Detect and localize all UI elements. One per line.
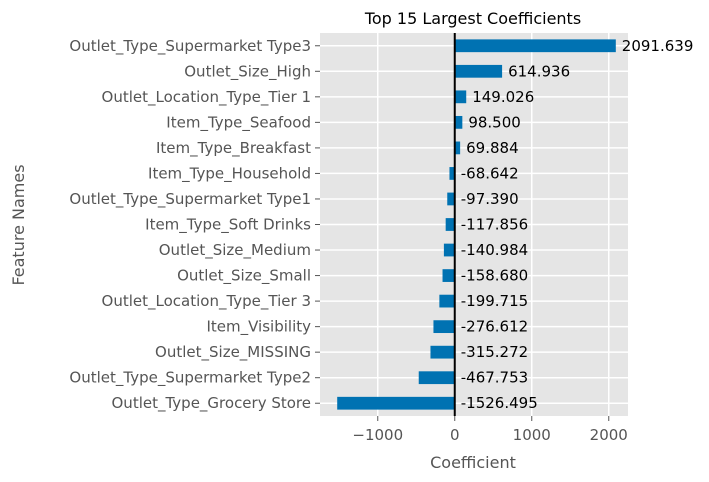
bar xyxy=(443,243,455,257)
y-tick-label: Outlet_Size_High xyxy=(184,62,311,81)
data-label: -140.984 xyxy=(461,241,528,259)
data-label: -1526.495 xyxy=(461,394,538,412)
y-tick-label: Outlet_Type_Supermarket Type3 xyxy=(69,37,311,56)
bar xyxy=(430,345,455,359)
bar xyxy=(454,115,463,129)
y-tick-label: Outlet_Location_Type_Tier 3 xyxy=(102,292,311,311)
x-axis-tick-labels: −1000 0 1000 2000 xyxy=(352,416,628,444)
y-tick-label: Outlet_Size_Small xyxy=(177,267,311,286)
data-label: -97.390 xyxy=(461,190,519,208)
y-tick-label: Item_Type_Seafood xyxy=(166,113,311,132)
data-label: -276.612 xyxy=(461,318,528,336)
data-label: 149.026 xyxy=(472,88,534,106)
data-label: -158.680 xyxy=(461,267,528,285)
y-tick-label: Item_Type_Breakfast xyxy=(156,139,311,158)
x-tick-label: −1000 xyxy=(352,426,403,444)
bar xyxy=(433,320,455,334)
bar xyxy=(454,90,467,104)
bar xyxy=(447,192,455,206)
y-tick-label: Outlet_Size_Medium xyxy=(159,241,311,260)
grid-lines xyxy=(320,33,628,416)
y-tick-label: Item_Visibility xyxy=(206,318,311,337)
y-tick-label: Outlet_Location_Type_Tier 1 xyxy=(102,88,311,107)
y-tick-label: Outlet_Type_Supermarket Type2 xyxy=(69,369,311,388)
y-axis-label: Feature Names xyxy=(9,164,28,285)
y-tick-label: Outlet_Type_Supermarket Type1 xyxy=(69,190,311,209)
data-label: -315.272 xyxy=(461,343,528,361)
x-tick-label: 1000 xyxy=(513,426,551,444)
data-label: 614.936 xyxy=(508,62,570,80)
x-tick-label: 0 xyxy=(450,426,460,444)
bars xyxy=(337,39,616,410)
bar xyxy=(445,218,455,231)
bar xyxy=(454,64,503,78)
data-label: -117.856 xyxy=(461,216,528,234)
y-tick-label: Item_Type_Soft Drinks xyxy=(145,216,311,235)
y-tick-label: Outlet_Size_MISSING xyxy=(155,343,311,362)
bar xyxy=(337,396,455,410)
x-tick-label: 2000 xyxy=(590,426,628,444)
y-tick-label: Outlet_Type_Grocery Store xyxy=(112,394,312,413)
bar xyxy=(439,294,455,308)
bar xyxy=(418,371,455,385)
x-axis-label: Coefficient xyxy=(430,453,516,472)
data-labels: 2091.639 614.936 149.026 98.500 69.884 -68.64… xyxy=(461,37,694,412)
data-label: -199.715 xyxy=(461,292,528,310)
data-label: 69.884 xyxy=(466,139,519,157)
bar xyxy=(454,39,616,53)
data-label: 98.500 xyxy=(468,113,520,131)
y-axis-tick-labels: Outlet_Type_Supermarket Type3 Outlet_Size… xyxy=(69,37,320,413)
data-label: 2091.639 xyxy=(622,37,694,55)
data-label: -467.753 xyxy=(461,369,528,387)
bar xyxy=(454,141,461,155)
data-label: -68.642 xyxy=(461,164,519,182)
bar xyxy=(449,167,455,180)
chart-title: Top 15 Largest Coefficients xyxy=(364,9,581,28)
bar xyxy=(442,269,455,282)
y-tick-label: Item_Type_Household xyxy=(148,164,311,183)
